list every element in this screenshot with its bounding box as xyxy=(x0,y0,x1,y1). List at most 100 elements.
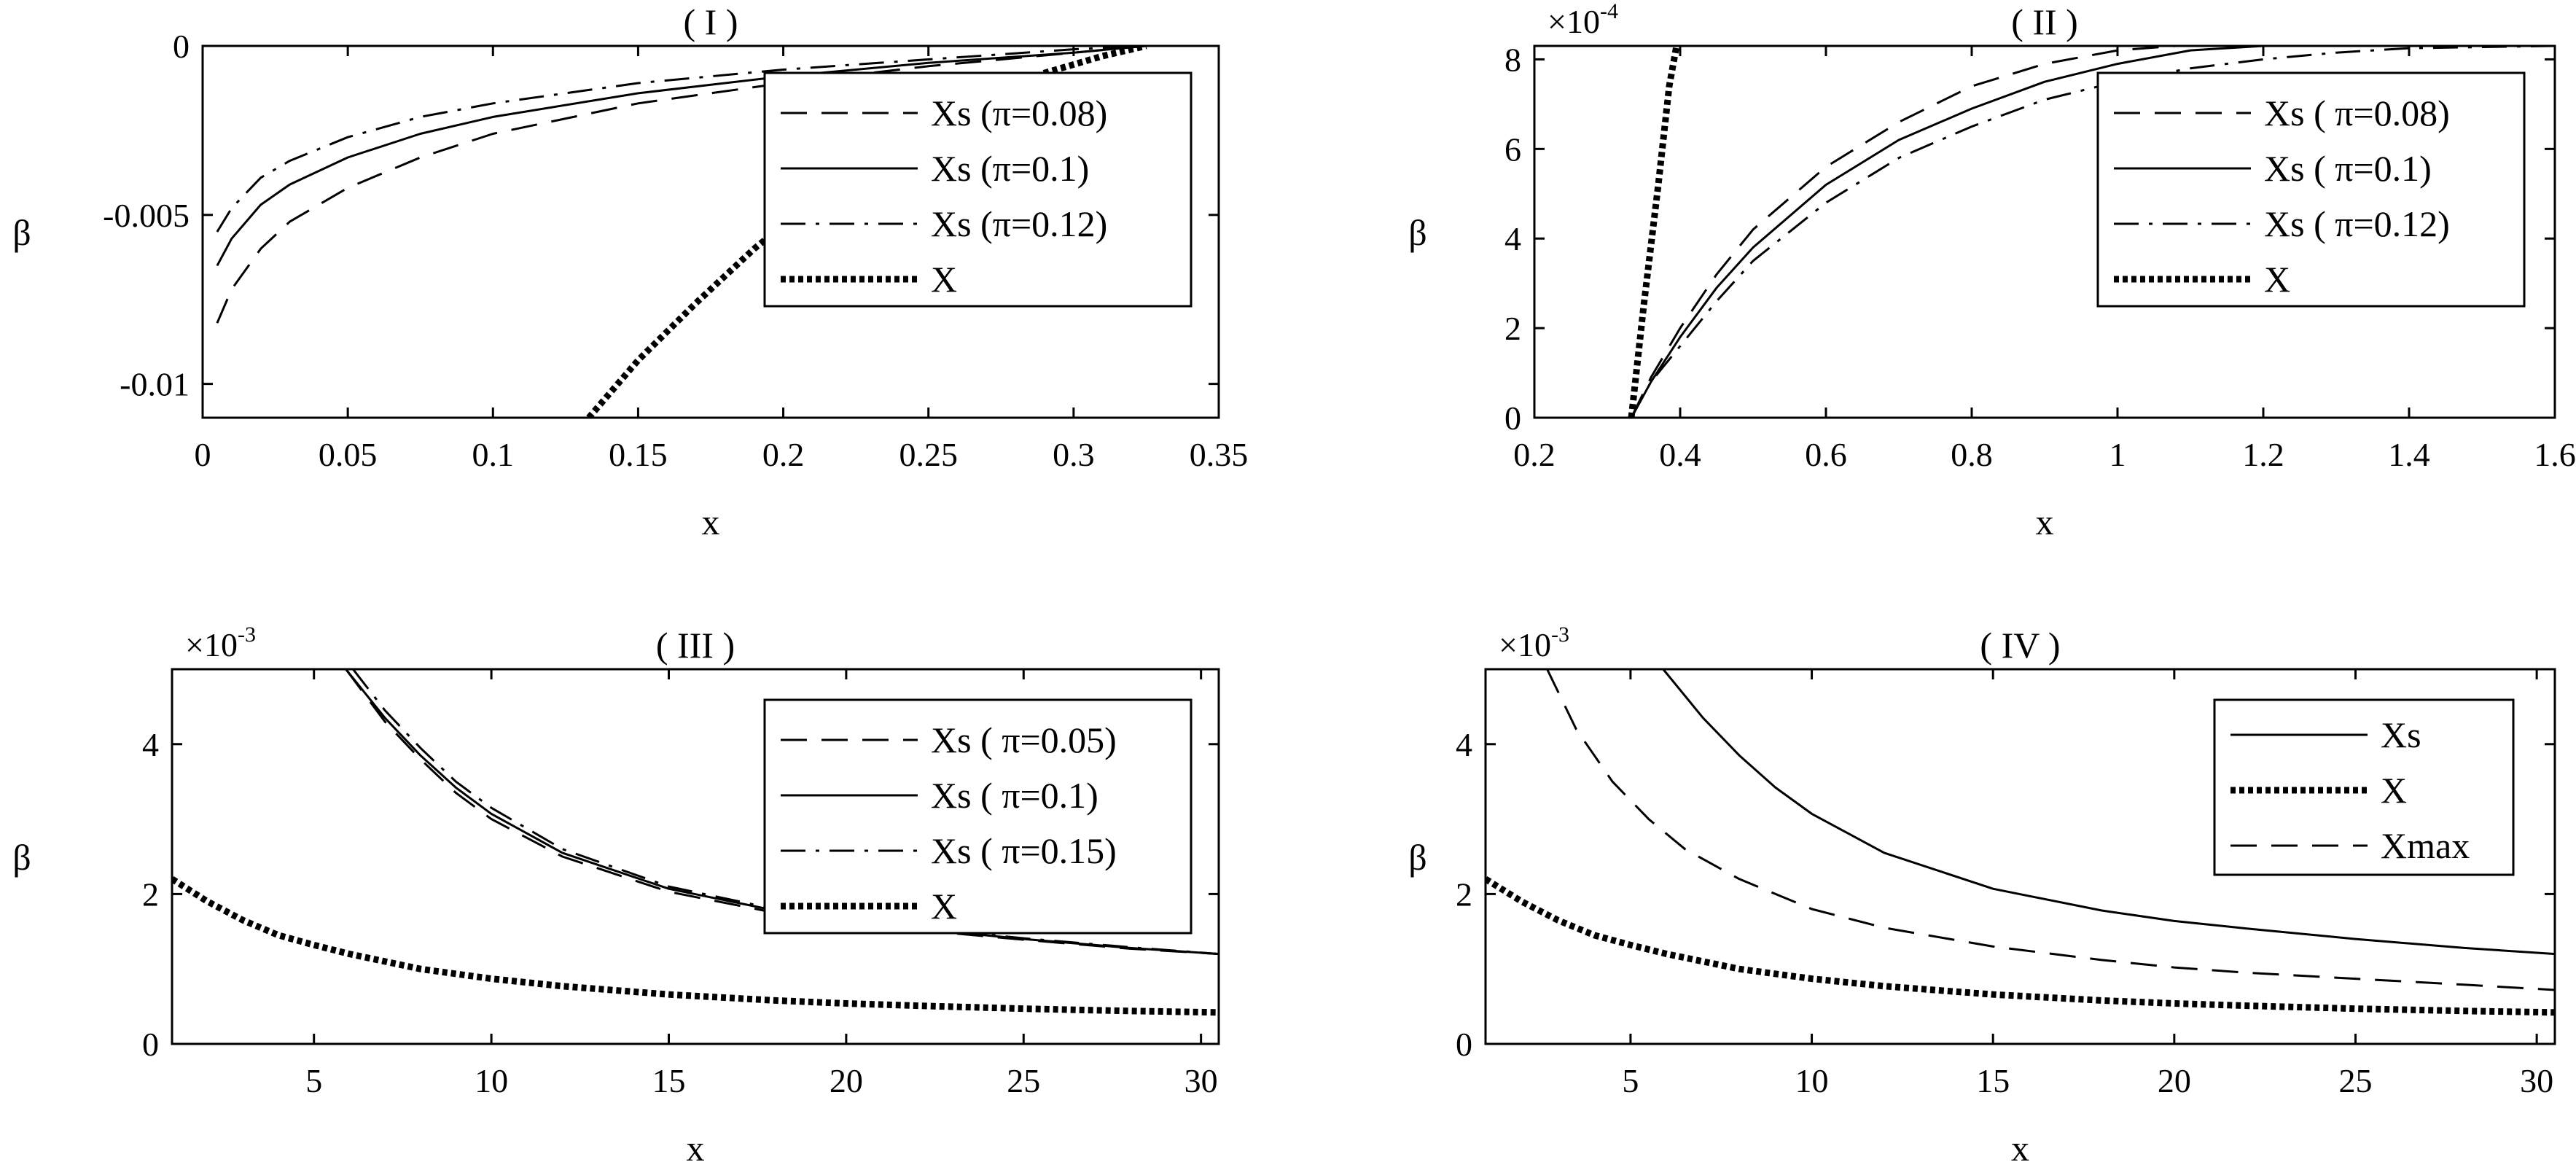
y-tick-label: 2 xyxy=(1456,876,1472,913)
legend-box xyxy=(763,698,1193,935)
x-tick-label: 1.6 xyxy=(2534,436,2576,473)
plot-frame xyxy=(1484,668,2556,1045)
x-tick-label: 0.05 xyxy=(319,436,378,473)
panel-title: ( I ) xyxy=(684,1,738,42)
panel-title: ( II ) xyxy=(2011,1,2078,42)
x-tick-label: 25 xyxy=(2338,1062,2372,1099)
legend: Xs ( π=0.08) Xs ( π=0.1) Xs ( π=0.12) X xyxy=(2096,71,2526,308)
series-group xyxy=(1486,669,2555,1016)
panel-2: 0.2 0.4 0.6 0.8 1 1.2 1.4 1.6 0 2 4 6 8 ×10-4 ( II ) x β… xyxy=(1408,0,2575,542)
panel-1: 0 0.05 0.1 0.15 0.2 0.25 0.3 0.35 0 -0.005 -0.01 ( … xyxy=(12,1,1248,542)
y-tick-label: 6 xyxy=(1504,130,1521,168)
x-tick-label: 0.1 xyxy=(472,436,515,473)
legend-label: Xs xyxy=(2381,714,2421,755)
axis-exponent-label: ×10-3 xyxy=(185,623,256,663)
legend-label: X xyxy=(2381,770,2407,811)
series-line-4 xyxy=(1628,46,1680,418)
y-axis-title: β xyxy=(1408,212,1426,253)
x-tick-label: 0.8 xyxy=(1951,436,1993,473)
x-axis-title: x xyxy=(687,1128,705,1162)
x-axis-title: x xyxy=(2011,1128,2029,1162)
x-tick-label: 10 xyxy=(1795,1062,1829,1099)
legend-label: X xyxy=(931,886,957,927)
series-line-2 xyxy=(1630,46,2555,418)
y-tick-label: 0 xyxy=(1456,1026,1472,1063)
x-tick-label: 30 xyxy=(2520,1062,2553,1099)
y-tick-label: 4 xyxy=(1456,726,1472,763)
y-tick-label: 2 xyxy=(142,876,159,913)
panel-title: ( IV ) xyxy=(1980,625,2060,666)
series-line-3 xyxy=(216,46,1147,233)
y-tick-label: -0.005 xyxy=(103,197,190,234)
x-tick-label: 0.3 xyxy=(1053,436,1095,473)
x-tick-label: 0.15 xyxy=(609,436,668,473)
legend-box xyxy=(2096,71,2526,308)
x-tick-label: 20 xyxy=(2158,1062,2191,1099)
y-tick-label: 4 xyxy=(142,726,159,763)
legend-label: X xyxy=(931,259,957,300)
axis-exponent-label: ×10-4 xyxy=(1547,0,1618,40)
x-tick-label: 10 xyxy=(475,1062,508,1099)
series-line-1 xyxy=(216,46,1147,324)
y-axis-title: β xyxy=(1408,837,1426,878)
series-group xyxy=(172,669,1219,1016)
legend-label: X xyxy=(2264,259,2290,300)
plot-frame xyxy=(171,668,1220,1045)
series-line-1 xyxy=(1630,46,2555,418)
y-tick-label: 0 xyxy=(142,1026,159,1063)
legend-label: Xs ( π=0.05) xyxy=(931,720,1117,760)
legend-label: Xs (π=0.12) xyxy=(931,203,1107,244)
x-axis-title: x xyxy=(2036,502,2054,542)
x-tick-label: 0.6 xyxy=(1805,436,1847,473)
x-tick-label: 1.4 xyxy=(2388,436,2430,473)
x-tick-label: 1.2 xyxy=(2242,436,2284,473)
x-tick-label: 15 xyxy=(1976,1062,2010,1099)
y-tick-label: 0 xyxy=(1504,399,1521,437)
series-line-4 xyxy=(586,46,1147,418)
x-tick-label: 5 xyxy=(305,1062,322,1099)
legend: Xs (π=0.08) Xs (π=0.1) Xs (π=0.12) X xyxy=(763,71,1193,308)
x-axis-title: x xyxy=(702,502,720,542)
legend-label: Xmax xyxy=(2381,825,2470,866)
x-tick-label: 0.4 xyxy=(1659,436,1701,473)
series-line-1 xyxy=(1662,669,2555,956)
y-tick-label: 4 xyxy=(1504,220,1521,257)
legend: Xs ( π=0.05) Xs ( π=0.1) Xs ( π=0.15) X xyxy=(763,698,1193,935)
x-tick-label: 30 xyxy=(1184,1062,1218,1099)
series-line-2 xyxy=(1486,876,2555,1016)
legend-label: Xs ( π=0.12) xyxy=(2264,203,2450,244)
series-line-3 xyxy=(1546,669,2555,991)
x-tick-label: 0.35 xyxy=(1190,436,1249,473)
panel-3: 5 10 15 20 25 30 0 2 4 ×10-3 ( III ) x β Xs ( π=0.05)… xyxy=(12,623,1220,1162)
panel-4: 5 10 15 20 25 30 0 2 4 ×10-3 ( IV ) x β Xs X Xmax xyxy=(1408,623,2556,1162)
x-tick-label: 15 xyxy=(652,1062,685,1099)
x-tick-label: 0.25 xyxy=(899,436,958,473)
y-tick-label: 0 xyxy=(173,28,190,65)
series-line-3 xyxy=(352,669,1219,956)
y-axis-title: β xyxy=(12,212,31,253)
x-tick-label: 25 xyxy=(1007,1062,1040,1099)
legend-label: Xs ( π=0.1) xyxy=(2264,148,2432,189)
x-tick-label: 5 xyxy=(1622,1062,1639,1099)
legend-label: Xs ( π=0.1) xyxy=(931,775,1098,816)
series-line-3 xyxy=(1630,46,2555,418)
y-tick-label: -0.01 xyxy=(120,366,190,403)
plot-frame xyxy=(201,44,1220,419)
legend-label: Xs ( π=0.15) xyxy=(931,830,1117,871)
legend-label: Xs ( π=0.08) xyxy=(2264,93,2450,133)
panel-title: ( III ) xyxy=(656,625,735,666)
series-line-2 xyxy=(216,46,1147,267)
x-tick-label: 20 xyxy=(830,1062,863,1099)
x-tick-label: 0 xyxy=(195,436,211,473)
axis-exponent-label: ×10-3 xyxy=(1499,623,1569,663)
series-group xyxy=(1628,46,2555,418)
legend: Xs X Xmax xyxy=(2213,698,2515,876)
y-tick-label: 8 xyxy=(1504,41,1521,78)
y-axis-title: β xyxy=(12,837,31,878)
y-tick-label: 2 xyxy=(1504,310,1521,347)
x-tick-label: 0.2 xyxy=(762,436,805,473)
x-tick-label: 0.2 xyxy=(1513,436,1556,473)
x-tick-label: 1 xyxy=(2109,436,2126,473)
plot-frame xyxy=(1533,44,2556,419)
